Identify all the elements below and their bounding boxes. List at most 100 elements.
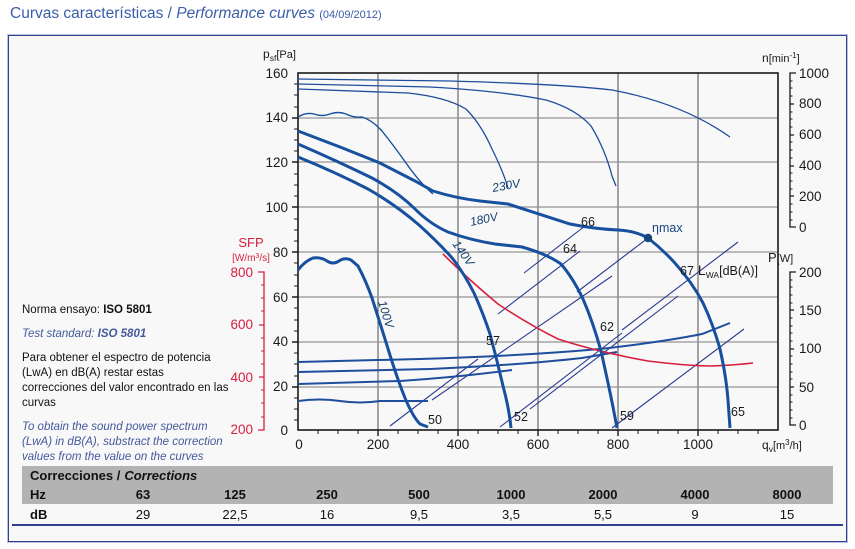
speed-axis-major-ticks [790,103,794,197]
speed-curve-180v [297,83,617,187]
hz-value: 125 [224,486,246,502]
speed-axis-minor-ticks [790,80,793,221]
corrections-hz-row: Hz 63 125 250 500 1000 2000 4000 8000 [22,484,833,504]
power-tick-0: 0 [799,418,807,433]
pressure-tick-40: 40 [273,334,288,349]
flow-axis-title: qv[m3/h] [762,438,802,454]
sfp-axis-unit: [W/m3/s] [232,253,270,264]
hz-value: 500 [408,486,430,502]
hz-value: 250 [316,486,338,502]
curve-label-230v: 230V [490,176,522,195]
pressure-tick-100: 100 [265,200,288,215]
iso-lwa-64-line [497,250,581,315]
title-en: Performance curves [176,5,315,22]
db-value: 9,5 [409,506,429,522]
x-axis-major-ticks [377,430,699,436]
flow-tick-0: 0 [295,437,303,452]
pressure-tick-80: 80 [273,245,288,260]
correction-note-es: Para obtener el espectro de potencia (Lw… [22,351,229,409]
pressure-curve-100v [296,256,429,429]
curve-label-180v: 180V [469,209,500,229]
sfp-tick-400: 400 [230,370,253,385]
iso-lwa-50-line [389,358,479,427]
pressure-axis-title: psf[Pa] [263,47,296,63]
corrections-table-title: Correcciones / Corrections [30,467,198,483]
flow-tick-1000: 1000 [683,437,713,452]
table-bottom-rule [12,524,843,526]
pressure-tick-120: 120 [265,155,288,170]
pressure-curve-140v [297,155,513,429]
pressure-curve-230v [297,129,732,429]
eta-max-line [576,237,649,293]
flow-tick-600: 600 [527,437,550,452]
hz-row-label: Hz [30,486,46,502]
sfp-axis-major-ticks [259,324,264,378]
hz-value: 63 [135,486,151,502]
pressure-tick-140: 140 [265,110,288,125]
speed-curve-140v [297,88,509,189]
iso-lwa-62-label: 62 [600,320,614,334]
iso-lwa-66-line [523,225,586,274]
title-date: (04/09/2012) [319,9,382,21]
speed-curve-230v [297,78,731,138]
db-value: 16 [319,506,335,522]
pressure-curve-180v [297,142,619,429]
power-tick-200: 200 [799,265,822,280]
iso-lwa-65-label: 65 [731,405,745,419]
db-value: 15 [779,506,795,522]
pressure-tick-20: 20 [273,379,288,394]
notes-block: Norma ensayo: ISO 5801 Test standard: IS… [22,303,230,473]
corrections-table: Correcciones / Corrections Hz 63 125 250 … [22,466,833,524]
speed-axis-title: n[min-1] [762,51,800,65]
power-axis-minor-ticks [790,279,793,419]
eta-max-label: ηmax [652,221,683,235]
iso-lwa-66-label: 66 [581,215,595,229]
flow-tick-200: 200 [367,437,390,452]
iso-lwa-52-label: 52 [514,410,528,424]
power-curve-100v [297,398,428,404]
sfp-tick-800: 800 [230,265,253,280]
corrections-db-row: dB 29 22,5 16 9,5 3,5 5,5 9 15 [22,504,833,524]
pressure-limit-curve [297,111,434,195]
sfp-axis-minor-ticks [261,284,264,418]
iso-lwa-50-label: 50 [428,413,442,427]
norma-ensayo-line: Norma ensayo: ISO 5801 [22,304,152,316]
iso-lwa-67-line [621,241,739,331]
y-axis-minor-ticks [294,83,298,421]
hz-value: 1000 [496,486,526,502]
speed-tick-200: 200 [799,189,822,204]
power-tick-50: 50 [799,380,814,395]
db-value: 9 [691,506,699,522]
power-tick-150: 150 [799,303,822,318]
power-tick-100: 100 [799,341,822,356]
power-axis-major-ticks [790,309,794,388]
db-value: 5,5 [593,506,613,522]
eta-max-point [643,233,653,243]
flow-tick-800: 800 [607,437,630,452]
performance-chart: psf[Pa] n[min-1] P[W] qv[m3/h] SFP [W/m3… [230,47,829,454]
iso-lwa-59-label: 59 [620,409,634,423]
flow-tick-400: 400 [447,437,470,452]
sfp-axis-title: SFP [238,235,263,250]
hz-value: 2000 [588,486,618,502]
iso-lwa-59-line [611,328,745,429]
x-axis-minor-ticks [317,430,759,434]
test-standard-line: Test standard: ISO 5801 [22,327,147,340]
iso-lwa-57-label: 57 [486,334,500,348]
db-row-label: dB [30,506,48,522]
db-value: 22,5 [222,506,248,522]
page-title: Curvas características / Performance cur… [10,5,382,23]
speed-tick-1000: 1000 [799,66,829,81]
pressure-tick-60: 60 [273,290,288,305]
sfp-tick-200: 200 [230,422,253,437]
iso-lwa-64-label: 64 [563,242,577,256]
speed-tick-600: 600 [799,127,822,142]
correction-note-en: To obtain the sound power spectrum (LwA)… [22,420,223,463]
iso-lwa-57-line [431,275,613,401]
pressure-tick-0: 0 [280,423,288,438]
sfp-tick-600: 600 [230,317,253,332]
hz-value: 4000 [680,486,710,502]
y-axis-major-ticks [292,117,298,388]
curves-card [7,34,848,543]
